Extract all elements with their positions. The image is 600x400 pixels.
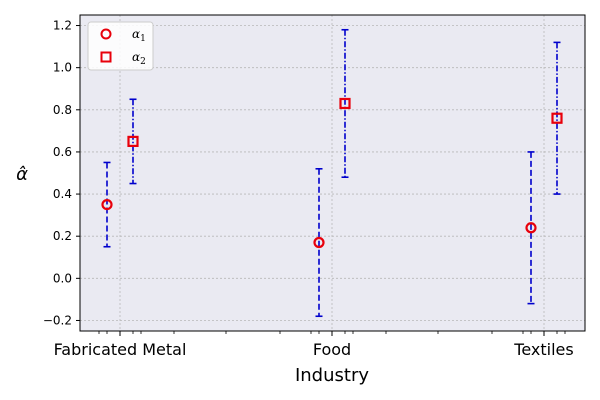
y-tick-label: 0.8 bbox=[53, 103, 72, 117]
data-point-circle bbox=[313, 236, 325, 249]
x-category-label: Fabricated Metal bbox=[54, 340, 187, 359]
x-axis-categories: Fabricated Metal Food Textiles bbox=[54, 331, 574, 359]
legend-label-alpha2: α2 bbox=[132, 50, 146, 67]
grid bbox=[80, 15, 585, 331]
plot-frame bbox=[79, 14, 586, 332]
y-axis-title: α̂ bbox=[16, 164, 28, 185]
y-tick-label: −0.2 bbox=[43, 313, 72, 327]
legend-box bbox=[87, 21, 154, 71]
y-tick-label: 0.6 bbox=[53, 145, 72, 159]
x-axis-title: Industry bbox=[295, 365, 369, 386]
legend-square-marker bbox=[100, 51, 112, 63]
y-tick-label: 1.2 bbox=[53, 19, 72, 33]
y-tick-label: 0.2 bbox=[53, 229, 72, 243]
data-point-square bbox=[127, 135, 139, 147]
data-point-circle bbox=[525, 222, 537, 234]
y-tick-label: 0.4 bbox=[53, 187, 72, 201]
data-point-circle bbox=[101, 199, 113, 211]
legend-label-alpha1: α1 bbox=[132, 27, 146, 44]
data-series bbox=[101, 28, 563, 318]
y-axis-ticks: −0.2 0.0 0.2 0.4 0.6 0.8 1.0 1.2 bbox=[43, 19, 80, 327]
y-tick-label: 0.0 bbox=[53, 271, 72, 285]
legend: α1 α2 bbox=[87, 21, 154, 71]
data-point-square bbox=[551, 112, 563, 124]
y-tick-label: 1.0 bbox=[53, 61, 72, 75]
data-point-square bbox=[339, 97, 351, 110]
plot-background bbox=[80, 15, 585, 331]
x-category-label: Textiles bbox=[513, 340, 573, 359]
legend-circle-marker bbox=[100, 28, 112, 40]
x-category-label: Food bbox=[313, 340, 351, 359]
